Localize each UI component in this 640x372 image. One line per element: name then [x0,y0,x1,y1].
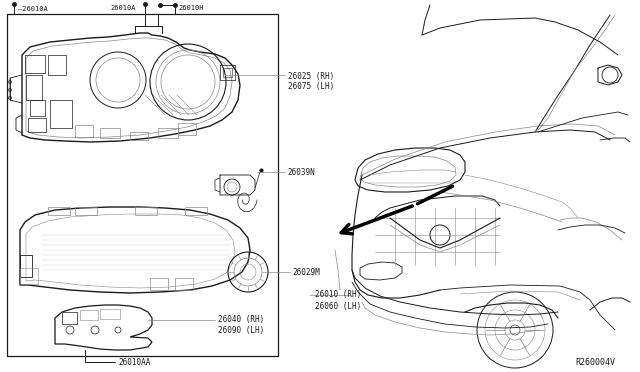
Text: 26090 (LH): 26090 (LH) [218,326,264,335]
Text: —26010A: —26010A [18,6,48,12]
Bar [100,309,120,319]
Text: 26029M: 26029M [292,268,320,277]
Bar [48,207,70,215]
Bar [175,278,193,290]
Bar [185,207,207,215]
Bar [75,125,93,137]
Bar [130,132,148,140]
Bar [20,255,32,277]
Bar [26,75,42,100]
Text: 26010AA: 26010AA [118,358,150,367]
Text: 26060 (LH): 26060 (LH) [315,302,361,311]
Bar [158,128,178,138]
Text: 26025 (RH): 26025 (RH) [288,72,334,81]
Bar [75,207,97,215]
Bar [30,100,45,116]
Bar [135,207,157,215]
Text: 26040 (RH): 26040 (RH) [218,315,264,324]
Text: R260004V: R260004V [575,358,615,367]
Bar [20,268,38,284]
Text: 26010A: 26010A [110,5,136,11]
Text: 26010 (RH): 26010 (RH) [315,290,361,299]
Text: 26010H: 26010H [178,5,204,11]
Bar [100,128,120,138]
Bar [25,55,45,73]
Bar [28,118,46,132]
Bar [62,312,77,324]
Bar [80,310,98,320]
Text: 26039N: 26039N [287,168,315,177]
Bar [178,123,196,135]
Bar [50,100,72,128]
Bar [150,278,168,290]
Text: 26075 (LH): 26075 (LH) [288,82,334,91]
Bar [48,55,66,75]
